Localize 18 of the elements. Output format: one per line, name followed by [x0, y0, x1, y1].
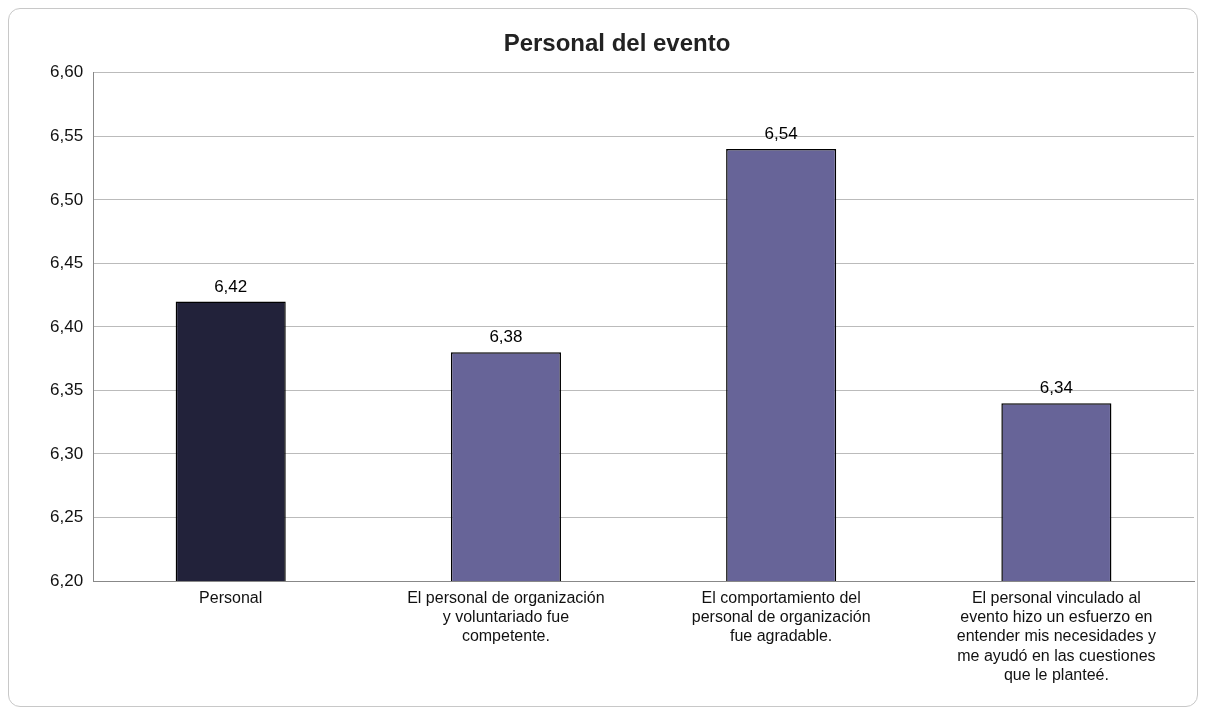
x-tick-label: El personal vinculado al evento hizo un esfuerzo en entender mis necesidades y me ayudó en las cuestiones que le planteé.	[956, 589, 1156, 683]
x-tick-label: El personal de organización y voluntariado fue competente.	[407, 589, 605, 645]
chart-title: Personal del evento	[503, 29, 731, 57]
y-tick-label: 6,60	[49, 62, 84, 82]
data-label: 6,54	[764, 124, 798, 144]
x-tick-label: El comportamiento del personal de organización fue agradable.	[691, 589, 871, 645]
y-tick-label: 6,20	[49, 570, 84, 590]
y-tick-label: 6,45	[49, 253, 84, 273]
data-label: 6,38	[489, 327, 523, 347]
y-tick-label: 6,50	[49, 189, 84, 209]
y-tick-label: 6,25	[49, 507, 84, 527]
x-tick-label: Personal	[199, 589, 263, 607]
y-tick-label: 6,40	[49, 316, 84, 336]
data-label: 6,34	[1039, 378, 1073, 398]
y-tick-label: 6,35	[49, 380, 84, 400]
y-tick-label: 6,30	[49, 443, 84, 463]
y-tick-label: 6,55	[49, 126, 84, 146]
data-label: 6,42	[214, 276, 248, 296]
